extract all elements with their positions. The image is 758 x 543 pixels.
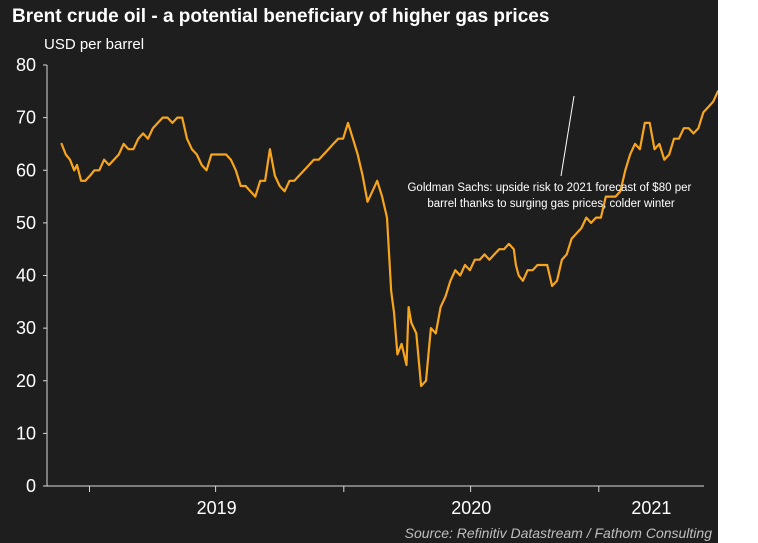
y-tick-label: 30 [16,318,36,338]
chart-source: Source: Refinitiv Datastream / Fathom Co… [404,525,712,541]
y-axis: 0 10 20 30 40 50 60 70 80 [16,55,48,496]
y-tick-label: 40 [16,266,36,286]
y-tick-label: 80 [16,55,36,75]
y-tick-label: 50 [16,213,36,233]
x-tick-label: 2019 [197,498,237,518]
x-tick-label: 2020 [451,498,491,518]
y-tick-label: 60 [16,160,36,180]
annotation-line-1: Goldman Sachs: upside risk to 2021 forec… [407,182,691,194]
y-tick-label: 0 [26,476,36,496]
y-tick-label: 70 [16,108,36,128]
chart-subtitle: USD per barrel [44,36,145,53]
x-axis: 2019 2020 2021 [47,485,704,518]
annotation-line-2: barrel thanks to surging gas prices, col… [427,198,675,210]
x-tick-label: 2021 [631,498,671,518]
series-line-1-segment-1 [60,90,718,388]
annotation: Goldman Sachs: upside risk to 2021 forec… [407,95,694,210]
line-chart: 0 10 20 30 40 50 60 70 80 2019 2020 2021 Goldman S… [16,55,718,518]
series-layer [60,90,718,388]
chart-title: Brent crude oil - a potential beneficiar… [12,6,550,27]
y-tick-label: 10 [16,423,36,443]
annotation-leader-line [560,95,575,177]
chart-panel: Brent crude oil - a potential beneficiar… [0,0,718,543]
y-tick-label: 20 [16,371,36,391]
annotation-text: Goldman Sachs: upside risk to 2021 forec… [407,182,694,210]
